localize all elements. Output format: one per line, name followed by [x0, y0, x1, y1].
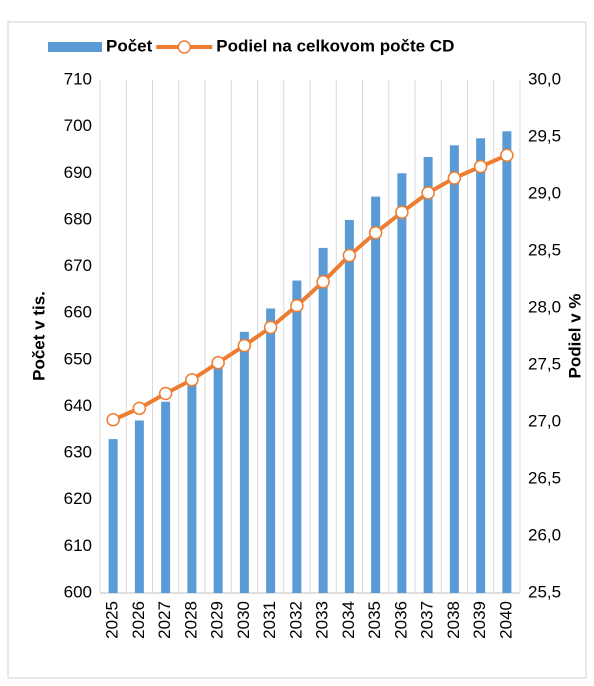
y2-tick-label: 29,5: [528, 126, 561, 145]
legend-marker: [177, 40, 192, 54]
x-tick-label: 2032: [286, 601, 305, 639]
x-tick-label: 2026: [129, 601, 148, 639]
bar: [476, 138, 486, 593]
line-marker: [342, 248, 357, 263]
line-marker: [185, 373, 199, 387]
y-tick-label: 670: [64, 256, 92, 275]
x-tick-label: 2031: [260, 601, 279, 639]
line-marker: [132, 401, 147, 416]
y2-tick-label: 28,5: [528, 240, 561, 259]
y2-axis-title: Podiel v %: [565, 293, 584, 378]
y-tick-label: 650: [64, 349, 92, 368]
y-tick-label: 700: [64, 116, 92, 135]
line-marker: [500, 148, 514, 162]
y2-tick-label: 25,5: [528, 582, 561, 601]
line-marker: [473, 159, 488, 174]
x-tick-label: 2037: [418, 601, 437, 639]
bar: [292, 280, 302, 593]
y-tick-label: 710: [64, 69, 92, 88]
line-marker: [211, 355, 225, 370]
x-tick-label: 2033: [313, 601, 332, 639]
line-marker: [447, 171, 462, 185]
legend-label: Podiel na celkovom počte CD: [216, 36, 454, 55]
bar: [239, 331, 249, 593]
bar: [213, 364, 223, 593]
line-marker: [316, 275, 330, 289]
x-tick-label: 2034: [339, 601, 358, 639]
y-axis-title: Počet v tis.: [29, 291, 48, 381]
y2-tick-label: 26,5: [528, 468, 561, 487]
y2-tick-label: 28,0: [528, 297, 561, 316]
bar: [318, 247, 328, 593]
y-tick-label: 610: [64, 536, 92, 555]
line-marker: [290, 298, 304, 313]
line-marker: [237, 338, 252, 353]
bar: [502, 131, 512, 594]
legend-swatch: [48, 42, 102, 52]
x-tick-label: 2035: [365, 601, 384, 639]
line-marker: [263, 320, 278, 335]
y2-tick-label: 26,0: [528, 525, 561, 544]
y2-tick-label: 27,0: [528, 411, 561, 430]
x-tick-label: 2029: [208, 601, 227, 639]
line-marker: [158, 386, 173, 401]
bar: [344, 219, 354, 593]
y-tick-label: 630: [64, 443, 92, 462]
bar: [134, 420, 144, 593]
x-tick-label: 2030: [234, 601, 253, 639]
y-tick-label: 680: [64, 209, 92, 228]
y-tick-label: 620: [64, 489, 92, 508]
line: [112, 153, 508, 422]
x-tick-label: 2028: [181, 601, 200, 639]
bar: [266, 308, 276, 593]
y2-tick-label: 29,0: [528, 183, 561, 202]
y-tick-label: 600: [64, 582, 92, 601]
legend-label: Počet: [106, 36, 153, 55]
x-tick-label: 2040: [496, 601, 515, 639]
line-marker: [421, 186, 435, 200]
y2-tick-label: 27,5: [528, 354, 561, 373]
x-tick-label: 2025: [103, 601, 122, 639]
line-marker: [395, 205, 409, 219]
line-marker: [106, 412, 120, 427]
bar: [397, 173, 407, 594]
x-tick-label: 2027: [155, 601, 174, 639]
bar: [161, 401, 171, 593]
y-tick-label: 660: [64, 303, 92, 322]
bar: [371, 196, 381, 593]
y-tick-label: 640: [64, 396, 92, 415]
y-tick-label: 690: [64, 163, 92, 182]
x-tick-label: 2039: [470, 601, 489, 639]
x-tick-label: 2038: [444, 601, 463, 639]
bar: [108, 439, 118, 593]
bar: [423, 156, 433, 593]
bar: [449, 145, 459, 594]
bar: [187, 383, 197, 593]
y2-tick-label: 30,0: [528, 69, 561, 88]
line-marker: [368, 226, 383, 240]
x-tick-label: 2036: [391, 601, 410, 639]
